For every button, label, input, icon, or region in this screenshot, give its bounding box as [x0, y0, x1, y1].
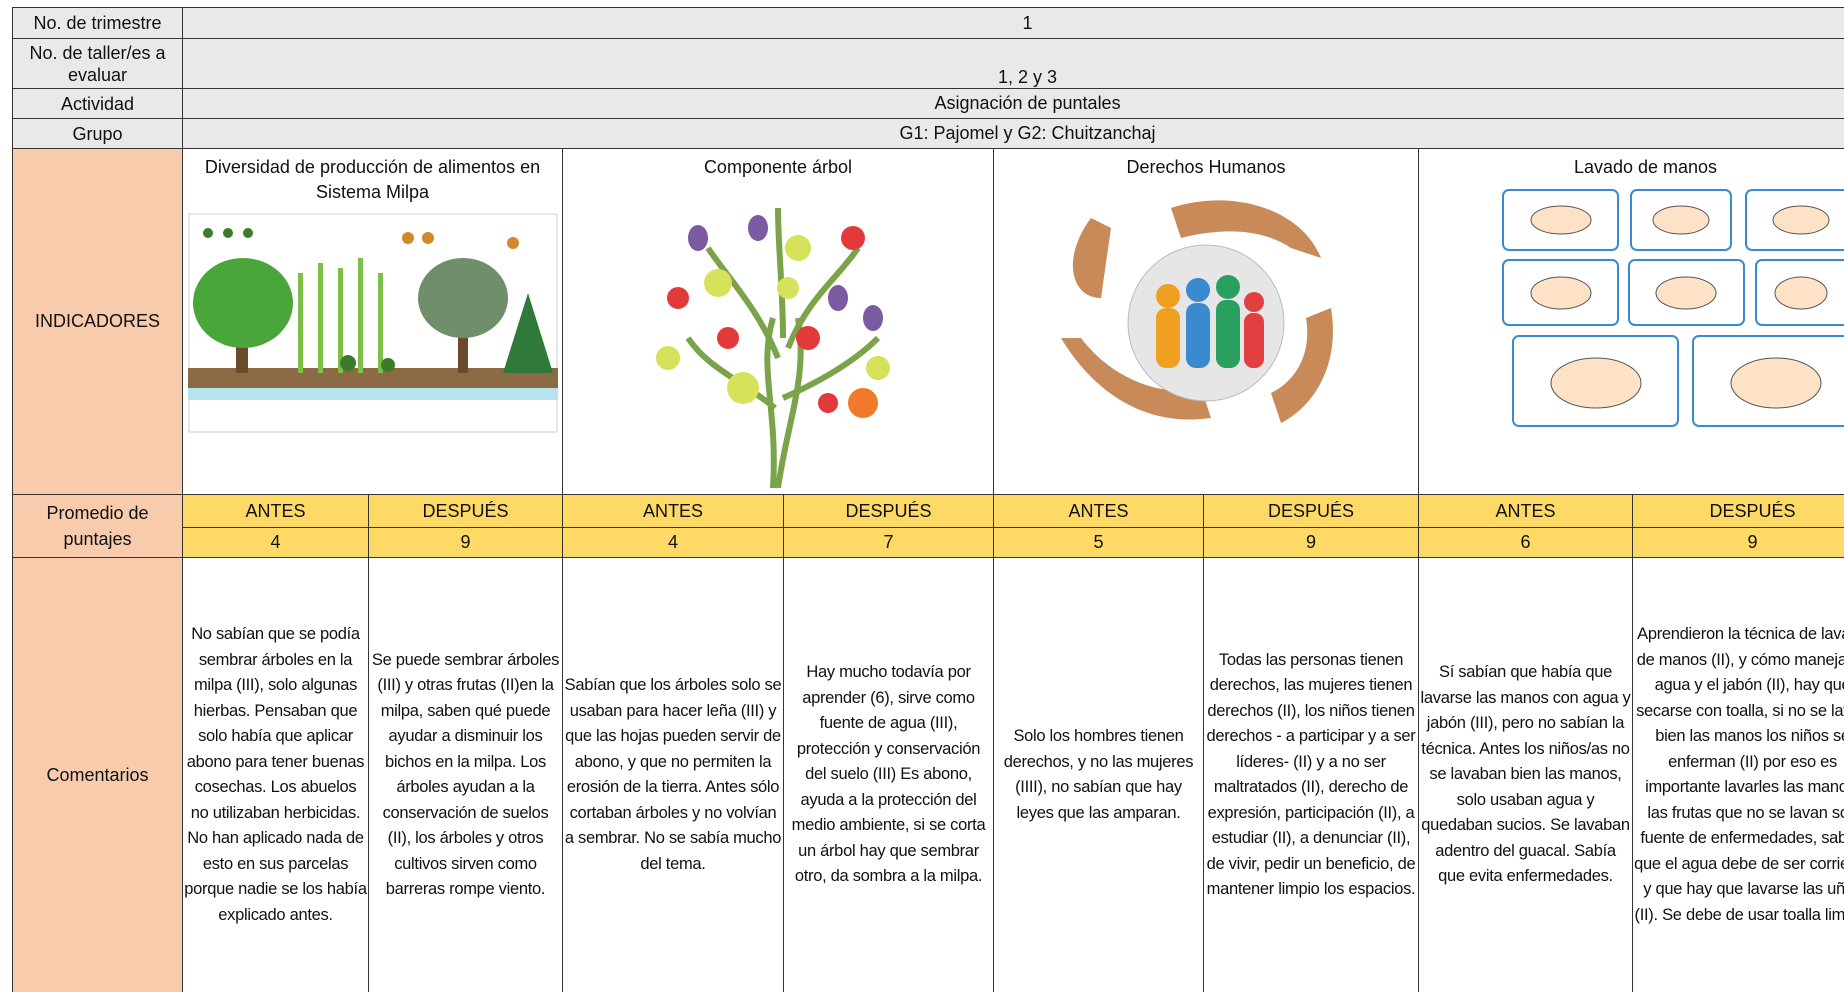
- score-value: 9: [368, 527, 563, 558]
- row-label: Comentarios: [12, 557, 183, 992]
- indicator-cell: Componente árbol: [562, 148, 994, 495]
- score-header: ANTES: [1418, 494, 1633, 528]
- score-value: 9: [1631, 527, 1844, 558]
- score-header: ANTES: [562, 494, 784, 528]
- milpa-illustration: [187, 213, 558, 433]
- tree-illustration: [656, 207, 890, 488]
- indicator-title: Componente árbol: [703, 157, 853, 177]
- info-row: No. de taller/es a evaluar 1, 2 y 3: [12, 38, 1844, 89]
- row-value: 1: [181, 7, 1844, 39]
- row-value: 1, 2 y 3: [181, 38, 1844, 89]
- score-header: DESPUÉS: [1631, 494, 1844, 528]
- indicator-cell: Diversidad de producción de alimentos en…: [182, 148, 563, 495]
- score-header: DESPUÉS: [1203, 494, 1419, 528]
- score-value: 4: [182, 527, 369, 558]
- indicator-title: Lavado de manos: [1573, 157, 1718, 177]
- score-value: 7: [783, 527, 994, 558]
- indicator-row: INDICADORES Diversidad de producción de a…: [12, 148, 1844, 495]
- row-label: Actividad: [12, 88, 183, 119]
- indicator-title: Derechos Humanos: [1126, 157, 1286, 177]
- row-label: No. de taller/es a evaluar: [12, 38, 183, 89]
- evaluation-table: No. de trimestre 1 No. de taller/es a eval…: [12, 7, 1844, 992]
- comment-cell: Hay mucho todavía por aprender (6), sirv…: [783, 557, 994, 992]
- row-label: No. de trimestre: [12, 7, 183, 39]
- comment-cell: Se puede sembrar árboles (III) y otras f…: [368, 557, 563, 992]
- comment-cell: Aprendieron la técnica de lavado de mano…: [1631, 557, 1844, 992]
- score-header: DESPUÉS: [368, 494, 563, 528]
- score-header-row: Promedio de puntajes ANTES DESPUÉS ANTES DES…: [12, 494, 1844, 558]
- score-value: 9: [1203, 527, 1419, 558]
- score-header: ANTES: [993, 494, 1204, 528]
- comment-cell: Solo los hombres tienen derechos, y no l…: [993, 557, 1204, 992]
- table-body: No. de trimestre 1 No. de taller/es a eval…: [12, 7, 1844, 992]
- info-row: Actividad Asignación de puntales: [12, 88, 1844, 119]
- indicator-cell: Derechos Humanos: [993, 148, 1419, 495]
- row-label: INDICADORES: [12, 148, 183, 495]
- comment-cell: Sí sabían que había que lavarse las mano…: [1418, 557, 1633, 992]
- score-value: 4: [562, 527, 784, 558]
- comment-row: Comentarios No sabían que se podía sembra…: [12, 557, 1844, 992]
- row-label: Promedio de puntajes: [12, 494, 183, 558]
- comment-cell: Todas las personas tienen derechos, las …: [1203, 557, 1419, 992]
- indicator-cell: Lavado de manos: [1417, 148, 1844, 495]
- rights-illustration: [1061, 200, 1333, 423]
- score-header: ANTES: [182, 494, 369, 528]
- info-row: Grupo G1: Pajomel y G2: Chuitzanchaj: [12, 118, 1844, 149]
- score-header: DESPUÉS: [783, 494, 994, 528]
- row-label: Grupo: [12, 118, 183, 149]
- comment-cell: No sabían que se podía sembrar árboles e…: [182, 557, 369, 992]
- comment-cell: Sabían que los árboles solo se usaban pa…: [562, 557, 784, 992]
- row-value: Asignación de puntales: [181, 88, 1844, 119]
- score-value: 5: [993, 527, 1204, 558]
- score-value: 6: [1418, 527, 1633, 558]
- indicator-title: Diversidad de producción de alimentos en…: [204, 157, 541, 202]
- row-value: G1: Pajomel y G2: Chuitzanchaj: [181, 118, 1844, 149]
- info-row: No. de trimestre 1: [12, 7, 1844, 39]
- handwashing-illustration: [1502, 189, 1844, 427]
